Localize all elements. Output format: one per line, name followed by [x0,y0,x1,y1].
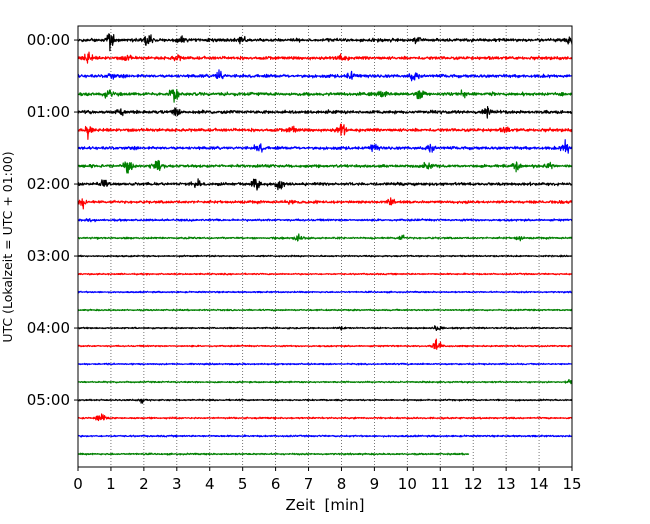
x-tick-label: 2 [139,475,149,493]
trace-row-5 [77,123,573,140]
trace-row-16 [77,325,573,331]
trace-row-15 [77,308,573,312]
y-tick-label: 05:00 [27,391,70,409]
y-tick-label: 00:00 [27,31,70,49]
y-axis-ticks: 00:00 01:00 02:00 03:00 04:00 05:00 [27,31,78,409]
trace-row-23 [77,452,470,456]
trace-row-17 [77,338,573,350]
trace-row-21 [77,413,573,422]
y-axis-label: UTC (Lokalzeit = UTC + 01:00) [0,151,15,342]
y-tick-label: 01:00 [27,103,70,121]
plot-frame [77,25,573,468]
trace-row-9 [77,197,573,210]
x-axis-ticks: 0 1 2 3 4 5 6 7 8 9 10 11 12 13 14 15 [73,467,582,493]
y-tick-label: 03:00 [27,247,70,265]
trace-row-4 [77,106,573,119]
x-tick-label: 3 [172,475,182,493]
y-tick-label: 04:00 [27,319,70,337]
trace-row-20 [77,398,573,404]
trace-row-14 [77,290,573,294]
x-tick-label: 6 [271,475,281,493]
trace-row-19 [77,378,573,385]
y-tick-label: 02:00 [27,175,70,193]
x-tick-label: 11 [431,475,450,493]
trace-row-18 [77,362,573,366]
trace-row-1 [77,51,573,64]
trace-row-10 [77,218,573,223]
trace-row-13 [77,272,573,276]
trace-row-2 [77,69,573,82]
trace-row-0 [77,33,573,52]
x-axis-label: Zeit [min] [285,496,364,514]
trace-row-12 [77,254,573,258]
trace-row-11 [77,233,573,242]
x-tick-label: 0 [73,475,83,493]
x-tick-label: 7 [304,475,314,493]
x-tick-label: 15 [562,475,581,493]
trace-row-7 [77,159,573,174]
x-tick-label: 13 [497,475,516,493]
trace-row-8 [77,178,573,191]
x-tick-label: 12 [464,475,483,493]
x-tick-label: 9 [370,475,380,493]
trace-row-22 [77,434,573,438]
traces [77,33,573,456]
x-tick-label: 8 [337,475,347,493]
x-tick-label: 4 [205,475,215,493]
x-tick-label: 10 [398,475,417,493]
x-tick-label: 14 [530,475,549,493]
x-tick-label: 1 [106,475,116,493]
x-tick-label: 5 [238,475,248,493]
trace-row-6 [77,139,573,154]
trace-row-3 [77,88,573,103]
